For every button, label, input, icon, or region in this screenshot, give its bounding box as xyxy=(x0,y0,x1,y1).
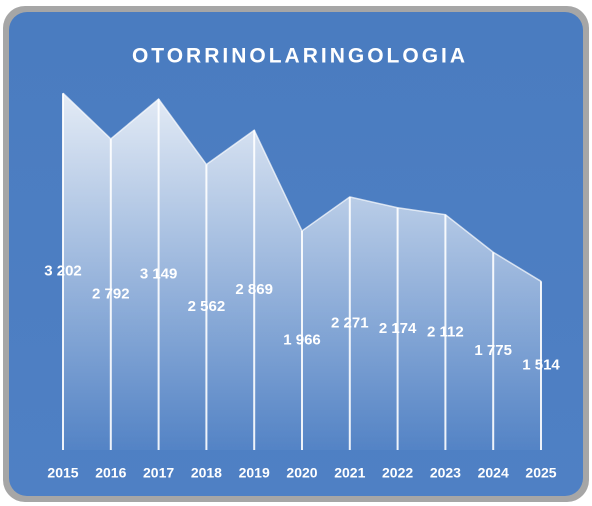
value-label: 2 174 xyxy=(379,320,417,337)
x-tick-label: 2025 xyxy=(525,465,556,481)
value-label: 1 514 xyxy=(522,357,560,374)
value-label: 1 775 xyxy=(474,342,512,359)
x-tick-label: 2018 xyxy=(191,465,222,481)
value-label: 2 112 xyxy=(427,323,464,340)
x-tick-label: 2016 xyxy=(95,465,126,481)
value-label: 2 562 xyxy=(188,298,226,315)
chart-title: OTORRINOLARINGOLOGIA xyxy=(132,45,468,68)
x-tick-label: 2024 xyxy=(478,465,509,481)
value-label: 2 869 xyxy=(235,281,273,298)
x-tick-label: 2020 xyxy=(286,465,317,481)
value-label: 2 271 xyxy=(331,314,369,331)
value-label: 2 792 xyxy=(92,285,130,302)
x-tick-label: 2017 xyxy=(143,465,174,481)
x-tick-label: 2019 xyxy=(239,465,270,481)
value-label: 3 202 xyxy=(44,263,82,280)
x-tick-label: 2022 xyxy=(382,465,413,481)
x-tick-label: 2015 xyxy=(47,465,78,481)
x-tick-label: 2021 xyxy=(334,465,365,481)
x-tick-label: 2023 xyxy=(430,465,461,481)
value-label: 3 149 xyxy=(140,266,178,283)
value-label: 1 966 xyxy=(283,331,321,348)
line xyxy=(62,92,542,282)
